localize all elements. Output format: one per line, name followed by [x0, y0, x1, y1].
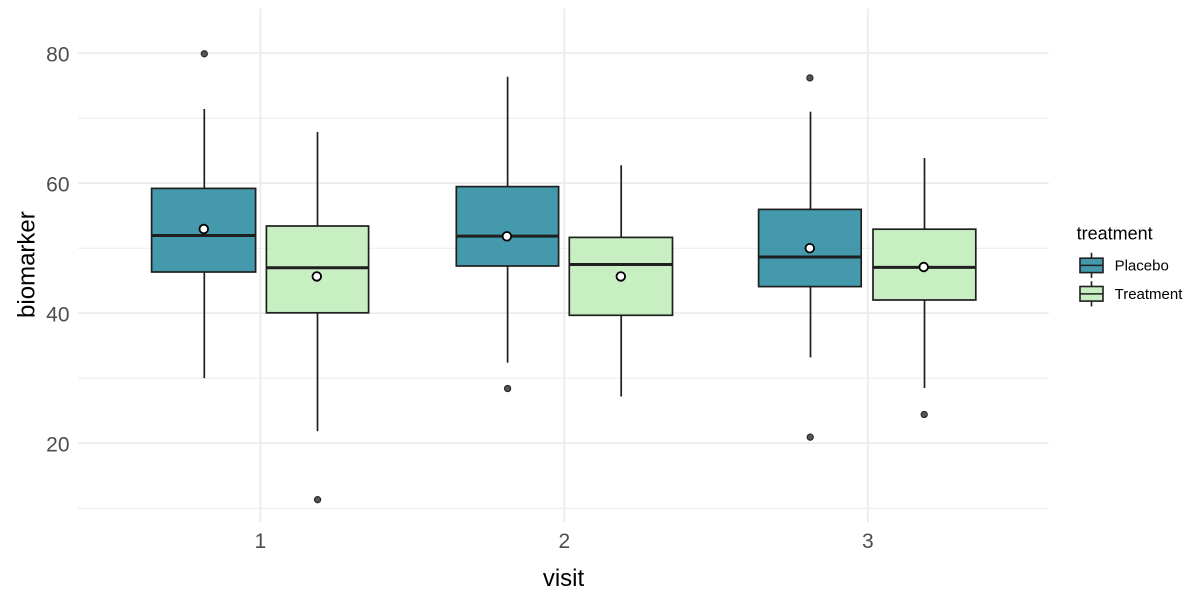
svg-text:visit: visit — [543, 565, 585, 592]
svg-text:60: 60 — [46, 174, 69, 197]
svg-text:2: 2 — [558, 530, 570, 553]
svg-text:20: 20 — [46, 434, 69, 457]
svg-text:Placebo: Placebo — [1115, 257, 1169, 274]
svg-text:80: 80 — [46, 44, 69, 67]
svg-text:3: 3 — [862, 530, 874, 553]
svg-text:treatment: treatment — [1077, 224, 1153, 244]
svg-text:Treatment: Treatment — [1115, 286, 1184, 303]
svg-text:40: 40 — [46, 304, 69, 327]
svg-text:1: 1 — [255, 530, 267, 553]
svg-text:biomarker: biomarker — [14, 211, 41, 318]
